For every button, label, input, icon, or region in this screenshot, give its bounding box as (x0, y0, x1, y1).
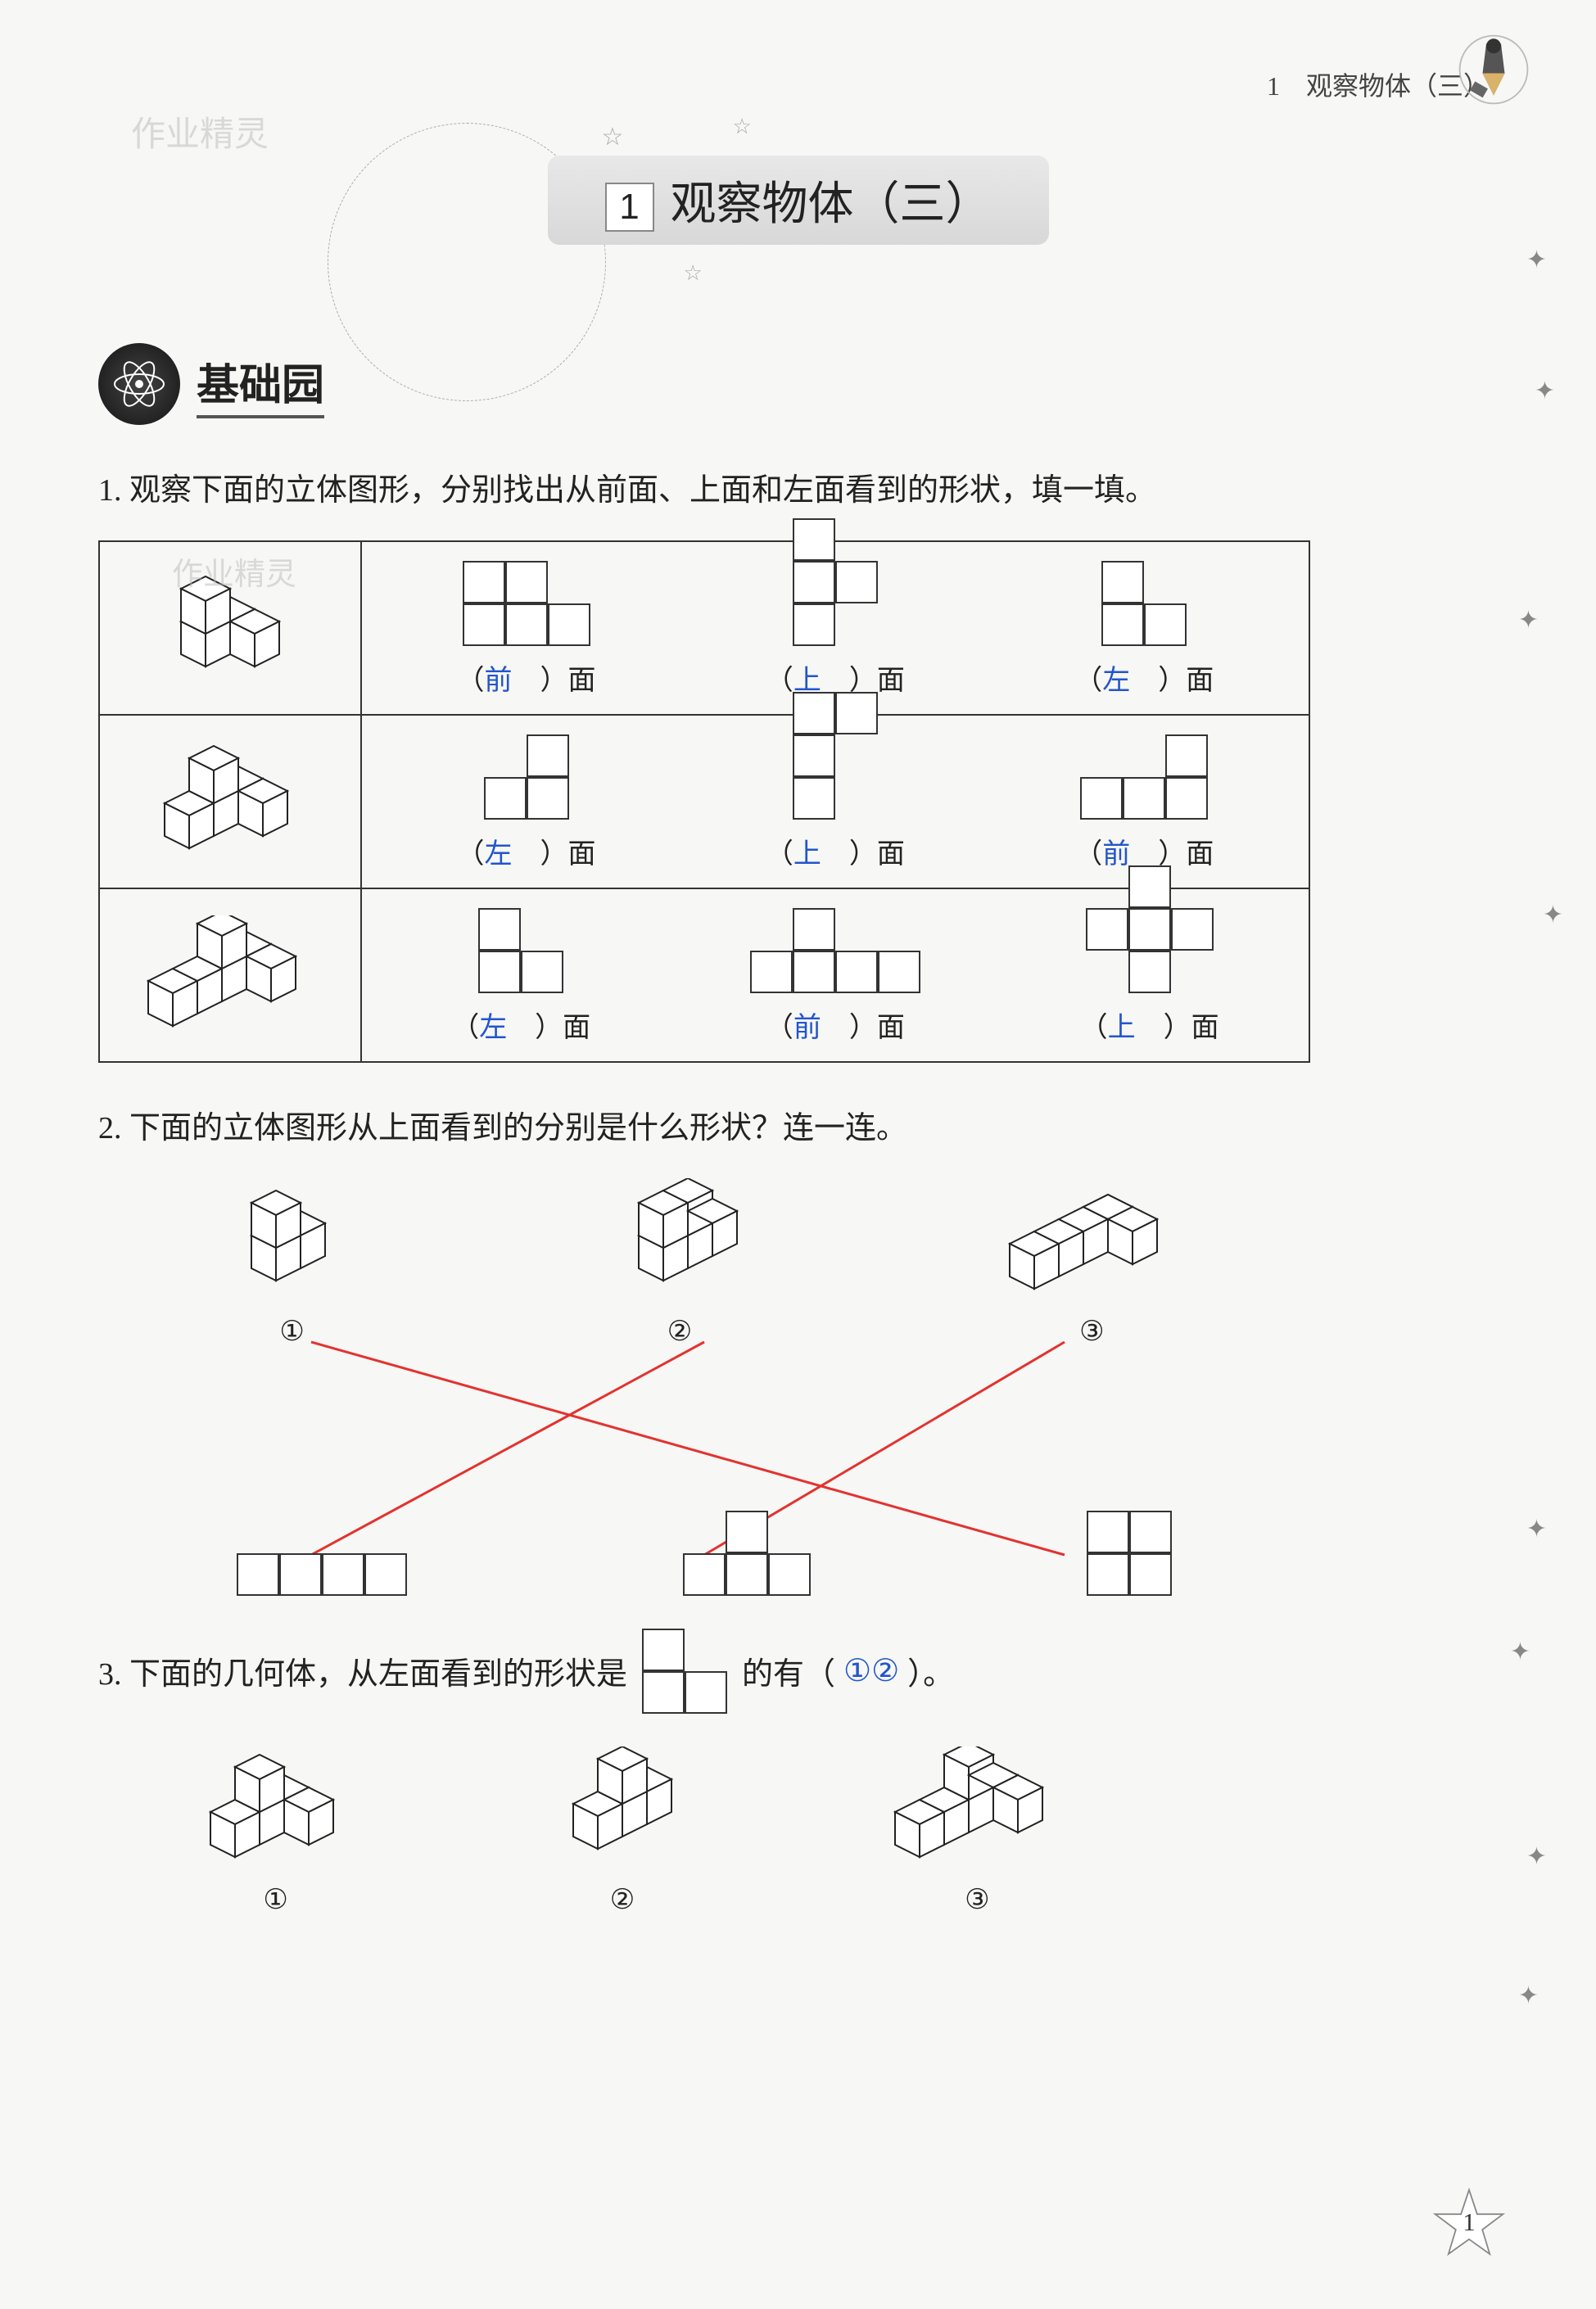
q3-figures: ① ② (98, 1746, 1163, 1916)
chapter-number: 1 (605, 183, 654, 232)
table-row: （前 ）面 （上 ）面 （左 ）面 (99, 541, 1309, 715)
answer-label: （上 ）面 (766, 831, 905, 871)
svg-text:1: 1 (1463, 2208, 1475, 2236)
star-icon: ✦ (1543, 901, 1563, 929)
star-icon: ✦ (1526, 1842, 1547, 1871)
view-shape (793, 692, 878, 820)
q1-views-cell: （左 ）面 （上 ）面 （前 ）面 (361, 715, 1309, 888)
q3-text-before: 3. 下面的几何体，从左面看到的形状是 (98, 1648, 627, 1693)
watermark: 作业精灵 (131, 106, 269, 156)
star-icon: ✦ (1526, 246, 1547, 274)
q1-table: （前 ）面 （上 ）面 （左 ）面 (98, 540, 1310, 1063)
cube-solid-icon (140, 738, 320, 861)
q3-figure: ② (540, 1746, 704, 1916)
view-shape (484, 734, 569, 820)
cube-solid-icon (148, 564, 312, 687)
q1-view-item: （上 ）面 (1080, 865, 1219, 1045)
star-icon: ✦ (1518, 1981, 1539, 2010)
q1-views-cell: （左 ）面 （前 ）面 （上 ）面 (361, 888, 1309, 1062)
star-icon: ☆ (733, 115, 752, 139)
q2-bottom-row (98, 1511, 1310, 1596)
table-row: （左 ）面 （前 ）面 （上 ）面 (99, 888, 1309, 1062)
q2-label: ② (606, 1315, 753, 1348)
table-row: 作业精灵 （左 ）面 （上 ）面 （前 ）面 (99, 715, 1309, 888)
title-banner: ☆ ☆ 1观察物体（三） ☆ (471, 156, 1126, 245)
q1-solid-cell (99, 541, 361, 715)
q3-text-after1: 的有（ (742, 1648, 835, 1693)
cube-solid-icon (540, 1746, 704, 1869)
q1-views-cell: （前 ）面 （上 ）面 （左 ）面 (361, 541, 1309, 715)
q1-view-item: （左 ）面 (451, 908, 590, 1045)
star-icon: ✦ (1518, 606, 1539, 635)
q3-label: ③ (879, 1883, 1075, 1916)
q2-top-row: ① (98, 1178, 1310, 1348)
q1-view-item: （上 ）面 (766, 692, 905, 871)
pencil-mascot-icon (1457, 33, 1530, 106)
view-shape (1086, 865, 1214, 993)
q2-figure: ② (606, 1178, 753, 1348)
page: 1 观察物体（三） 作业精灵 ☆ ☆ 1 观察物体（三） ☆ 基础园 1. 观察下… (0, 0, 1596, 2309)
star-icon: ☆ (684, 261, 703, 286)
q2-label: ① (219, 1315, 366, 1348)
answer-label: （左 ）面 (451, 1005, 590, 1045)
view-shape (1101, 561, 1187, 646)
chapter-title-text: 观察物体（三） (671, 178, 992, 229)
cube-solid-icon (993, 1186, 1190, 1301)
answer-label: （前 ）面 (766, 1005, 905, 1045)
atom-icon (98, 343, 180, 425)
q1-view-item: （上 ）面 (766, 518, 905, 698)
q1-view-item: （前 ）面 (750, 908, 920, 1045)
star-icon: ✦ (1510, 1638, 1530, 1666)
q3-figure: ③ (879, 1746, 1075, 1916)
q1-solid-cell (99, 888, 361, 1062)
q2-figure: ③ (993, 1186, 1190, 1348)
q3-figure: ① (186, 1746, 366, 1916)
chapter-title: 1 观察物体（三） (548, 156, 1049, 245)
q2-area: ① (98, 1178, 1310, 1604)
star-icon: ✦ (1535, 377, 1555, 405)
star-icon: ✦ (1526, 1515, 1547, 1543)
view-shape (1080, 734, 1208, 820)
answer-label: （左 ）面 (457, 831, 596, 871)
view-shape (478, 908, 563, 993)
q1-view-item: （左 ）面 (1074, 561, 1214, 698)
cube-solid-icon (219, 1186, 366, 1301)
q3-prompt: 3. 下面的几何体，从左面看到的形状是 的有（ ①② ）。 (98, 1629, 1498, 1714)
view-shape (237, 1553, 407, 1596)
star-icon: ☆ (602, 123, 624, 151)
q2-figure: ① (219, 1186, 366, 1348)
q2-prompt: 2. 下面的立体图形从上面看到的分别是什么形状？连一连。 (98, 1104, 1498, 1154)
view-shape (750, 908, 920, 993)
answer-label: （前 ）面 (457, 657, 596, 698)
section-label: 基础园 (197, 350, 324, 418)
cube-solid-icon (606, 1178, 753, 1301)
section-badge: 基础园 (98, 343, 1498, 425)
q1-view-item: （前 ）面 (1074, 734, 1214, 871)
page-number-star: 1 (1432, 2186, 1506, 2260)
view-shape (463, 561, 590, 646)
view-shape (793, 518, 878, 646)
q3-answer: ①② (843, 1652, 899, 1689)
q1-solid-cell: 作业精灵 (99, 715, 361, 888)
answer-label: （左 ）面 (1074, 657, 1214, 698)
answer-label: （上 ）面 (1080, 1005, 1219, 1045)
q1-prompt: 1. 观察下面的立体图形，分别找出从前面、上面和左面看到的形状，填一填。 (98, 466, 1498, 516)
view-shape (683, 1511, 811, 1596)
view-shape (642, 1629, 727, 1714)
q1-view-item: （前 ）面 (457, 561, 596, 698)
q2-label: ③ (993, 1315, 1190, 1348)
cube-solid-icon (879, 1746, 1075, 1869)
view-shape (1087, 1511, 1172, 1596)
q3-label: ① (186, 1883, 366, 1916)
cube-solid-icon (186, 1746, 366, 1869)
q3-text-after2: ）。 (907, 1648, 954, 1693)
cube-solid-icon (132, 915, 328, 1030)
q1-view-item: （左 ）面 (457, 734, 596, 871)
q3-label: ② (540, 1883, 704, 1916)
